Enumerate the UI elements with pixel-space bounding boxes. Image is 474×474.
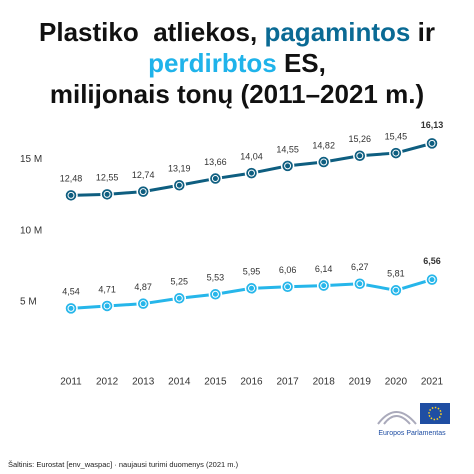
marker-ring [284,283,292,291]
marker [64,301,78,316]
marker [280,159,295,173]
x-tick-label: 2020 [385,377,408,388]
value-label: 6,06 [279,265,297,275]
y-tick-label: 15 M [20,154,42,165]
marker-ring [392,149,400,157]
value-label: 6,27 [351,262,369,272]
value-label: 15,26 [349,134,372,144]
y-tick-label: 5 M [20,296,37,307]
marker-ring [139,300,147,308]
marker-ring [320,282,328,290]
value-label: 5,95 [243,267,261,277]
x-tick-label: 2019 [349,377,372,388]
marker-ring [284,162,292,170]
chart-title: milijonais tonų (2011–2021 m.) [50,79,424,109]
title-segment: ES, [277,48,326,78]
marker-ring [211,290,219,298]
marker [353,276,367,291]
value-label: 14,55 [276,144,299,154]
marker [208,287,223,302]
value-label: 6,14 [315,264,333,274]
marker [64,188,78,203]
marker-ring [356,280,364,288]
value-label: 4,71 [98,284,116,294]
value-label: 12,48 [60,174,83,184]
marker [100,299,114,313]
x-tick-label: 2012 [96,377,119,388]
value-label: 13,19 [168,164,191,174]
value-label: 12,74 [132,170,155,180]
source: Šaltinis: Eurostat [env_waspac] · naujau… [8,460,239,469]
x-tick-label: 2011 [60,377,82,388]
value-label: 6,56 [423,256,441,266]
x-tick-label: 2016 [240,377,263,388]
x-tick-label: 2015 [204,377,227,388]
marker [244,166,259,180]
marker-ring [428,276,436,284]
marker [172,178,187,192]
marker [353,149,367,163]
title-segment: pagamintos [264,17,410,47]
marker-ring [103,190,111,198]
x-tick-label: 2013 [132,377,155,388]
marker-ring [320,158,328,166]
marker-ring [139,188,147,196]
value-label: 12,55 [96,173,119,183]
value-label: 15,45 [385,131,408,141]
value-label: 5,53 [207,273,225,283]
marker-ring [248,169,255,177]
marker-ring [175,181,183,189]
marker [425,272,439,287]
value-label: 4,54 [62,287,80,297]
marker [208,171,223,186]
value-label: 14,04 [240,152,263,162]
logo-flag [377,403,450,425]
y-tick-label: 10 M [20,225,42,236]
marker-ring [392,286,400,294]
logo-text: Europos Parlamentas [378,430,446,437]
marker [280,279,295,294]
value-label: 14,82 [312,140,335,150]
marker [389,283,403,298]
marker [389,146,403,160]
value-label: 4,87 [134,282,152,292]
x-tick-label: 2021 [421,377,444,388]
marker [316,155,331,169]
marker-ring [248,284,255,292]
marker [244,281,259,296]
chart-title: perdirbtos ES, [148,48,326,78]
marker-ring [67,191,75,199]
marker-ring [428,139,436,147]
marker-ring [67,304,75,312]
title-segment: Plastiko atliekos, [39,17,264,47]
title-segment: milijonais tonų (2011–2021 m.) [50,79,424,109]
marker-ring [211,175,219,183]
marker-ring [356,152,364,160]
marker-ring [175,294,183,302]
marker [172,291,187,306]
title-segment: perdirbtos [148,48,277,78]
marker [316,278,331,293]
chart-title: Plastiko atliekos, pagamintos ir [39,17,435,47]
x-tick-label: 2014 [168,377,191,388]
marker [425,136,439,151]
marker [136,184,150,199]
marker [136,296,150,311]
value-label: 5,25 [171,277,189,287]
value-label: 13,66 [204,157,227,167]
value-label: 16,13 [421,120,444,130]
value-label: 5,81 [387,269,405,279]
title-segment: ir [410,17,435,47]
x-tick-label: 2018 [313,377,336,388]
x-tick-label: 2017 [276,377,299,388]
marker-ring [103,302,111,310]
marker [100,187,114,202]
